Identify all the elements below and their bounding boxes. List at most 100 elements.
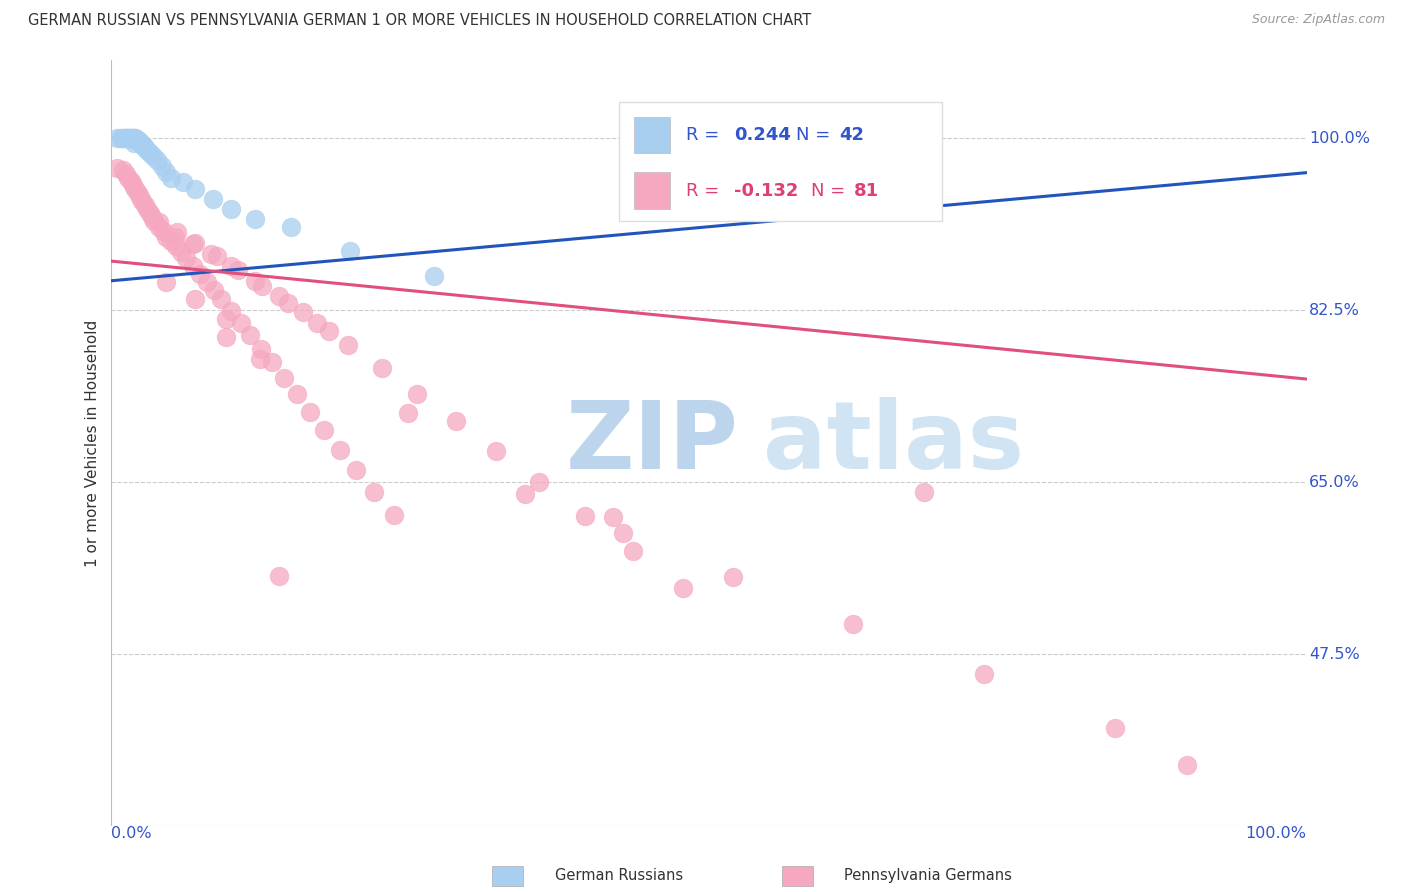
Point xyxy=(1175,758,1198,772)
Point xyxy=(219,304,242,318)
Point xyxy=(200,247,222,261)
Point xyxy=(134,198,156,212)
Point xyxy=(396,407,419,421)
Point xyxy=(131,138,153,153)
Point xyxy=(117,170,139,185)
Point xyxy=(124,131,146,145)
Point xyxy=(143,214,166,228)
Point xyxy=(249,352,271,367)
Point xyxy=(128,135,150,149)
Point xyxy=(195,275,218,289)
Text: 42: 42 xyxy=(839,126,865,144)
Point xyxy=(285,386,308,401)
Point xyxy=(163,229,186,244)
Point xyxy=(382,508,405,522)
Point xyxy=(513,487,536,501)
Text: 0.244: 0.244 xyxy=(734,126,792,144)
Text: 47.5%: 47.5% xyxy=(1309,647,1360,662)
Point xyxy=(105,131,128,145)
Point xyxy=(672,582,695,596)
Point xyxy=(329,442,352,457)
Point xyxy=(110,131,132,145)
Point xyxy=(305,316,328,330)
Point xyxy=(155,275,177,289)
Text: -0.132: -0.132 xyxy=(734,182,799,200)
Point xyxy=(131,194,153,209)
Point xyxy=(112,162,135,177)
Point xyxy=(172,176,194,190)
Text: N =: N = xyxy=(796,126,837,144)
Point xyxy=(621,544,644,558)
Point xyxy=(117,131,139,145)
Text: R =: R = xyxy=(686,182,725,200)
Point xyxy=(160,170,183,185)
Point xyxy=(202,192,225,206)
Point xyxy=(314,423,336,437)
Point xyxy=(146,153,169,167)
Point xyxy=(125,133,148,147)
Point xyxy=(112,131,135,145)
Point xyxy=(112,131,135,145)
Point xyxy=(209,293,232,307)
Text: 81: 81 xyxy=(853,182,879,200)
Point xyxy=(120,174,142,188)
Text: GERMAN RUSSIAN VS PENNSYLVANIA GERMAN 1 OR MORE VEHICLES IN HOUSEHOLD CORRELATIO: GERMAN RUSSIAN VS PENNSYLVANIA GERMAN 1 … xyxy=(28,13,811,29)
Point xyxy=(406,386,429,401)
Point xyxy=(229,316,252,330)
Point xyxy=(529,475,551,490)
Point xyxy=(118,131,141,145)
Text: 65.0%: 65.0% xyxy=(1309,475,1360,490)
Text: atlas: atlas xyxy=(763,397,1024,489)
Point xyxy=(346,463,368,477)
Point xyxy=(129,190,152,204)
Point xyxy=(166,225,188,239)
Point xyxy=(150,159,173,173)
Text: N =: N = xyxy=(811,182,851,200)
Point xyxy=(298,404,321,418)
Point xyxy=(280,219,302,234)
Point xyxy=(602,509,624,524)
Point xyxy=(115,131,138,145)
Text: Pennsylvania Germans: Pennsylvania Germans xyxy=(844,869,1011,883)
Point xyxy=(485,443,508,458)
Point xyxy=(155,164,177,178)
Point xyxy=(141,210,163,224)
Point xyxy=(260,355,283,369)
Point xyxy=(122,131,145,145)
Point xyxy=(160,235,183,249)
Point xyxy=(184,293,207,307)
FancyBboxPatch shape xyxy=(634,117,669,153)
Point xyxy=(165,239,187,253)
Point xyxy=(136,202,159,216)
Text: 100.0%: 100.0% xyxy=(1309,131,1369,145)
Point xyxy=(277,296,299,310)
Point xyxy=(339,244,361,259)
Text: R =: R = xyxy=(686,126,725,144)
Point xyxy=(148,215,170,229)
Point xyxy=(912,485,935,500)
Point xyxy=(215,330,238,344)
Point xyxy=(129,137,152,152)
Point xyxy=(318,324,340,338)
Point xyxy=(121,131,143,145)
Point xyxy=(226,263,249,277)
Text: 82.5%: 82.5% xyxy=(1309,302,1360,318)
Point xyxy=(114,167,136,181)
Point xyxy=(124,182,146,196)
Point xyxy=(721,569,744,583)
Point xyxy=(155,229,177,244)
Point xyxy=(337,337,360,351)
Point xyxy=(202,283,225,297)
Point xyxy=(120,131,142,145)
Point xyxy=(267,288,290,302)
Point xyxy=(181,259,204,273)
Point xyxy=(132,139,155,153)
Point xyxy=(574,508,596,523)
Point xyxy=(612,526,634,541)
Point xyxy=(184,182,207,196)
Point xyxy=(215,312,238,326)
Point xyxy=(267,568,290,582)
Point xyxy=(1104,721,1126,735)
Point xyxy=(423,268,446,283)
Point xyxy=(174,251,197,265)
